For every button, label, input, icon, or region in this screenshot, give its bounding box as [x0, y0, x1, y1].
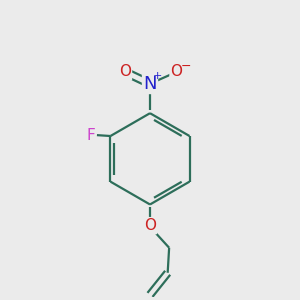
Text: O: O: [170, 64, 182, 80]
Text: −: −: [181, 60, 191, 73]
Text: F: F: [86, 128, 95, 142]
Text: O: O: [144, 218, 156, 233]
Text: O: O: [119, 64, 131, 80]
Text: N: N: [143, 75, 157, 93]
Text: +: +: [153, 70, 162, 80]
